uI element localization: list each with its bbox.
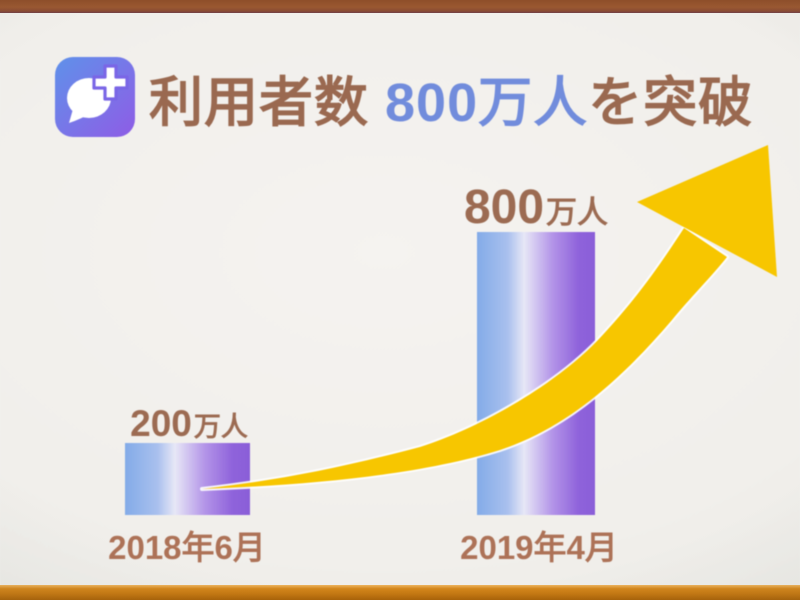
title-highlight: 800万人 [385,72,589,133]
bar-value-number: 200 [130,403,192,444]
arrow-head [637,145,777,277]
bar-value-number: 800 [463,181,545,234]
bar-value-label-2019: 800万人 [426,184,646,232]
title-prefix: 利用者数 [149,72,386,133]
arrow-shaft [202,228,727,489]
plus-message-app-icon [55,57,135,137]
bar-2018 [125,443,250,515]
slide-title: 利用者数 800万人 を突破 [149,57,753,137]
bar-value-unit: 万人 [193,412,248,442]
bar-date-2018: 2018年6月 [108,529,266,566]
photo-bottom-edge [0,585,800,600]
bar-value-unit: 万人 [546,195,609,230]
bar-value-label-2018: 200万人 [79,405,299,442]
bar-date-2019: 2019年4月 [460,529,618,566]
title-suffix: を突破 [588,72,754,133]
speech-bubble-plus-icon [55,57,135,137]
photo-top-edge [0,0,800,13]
